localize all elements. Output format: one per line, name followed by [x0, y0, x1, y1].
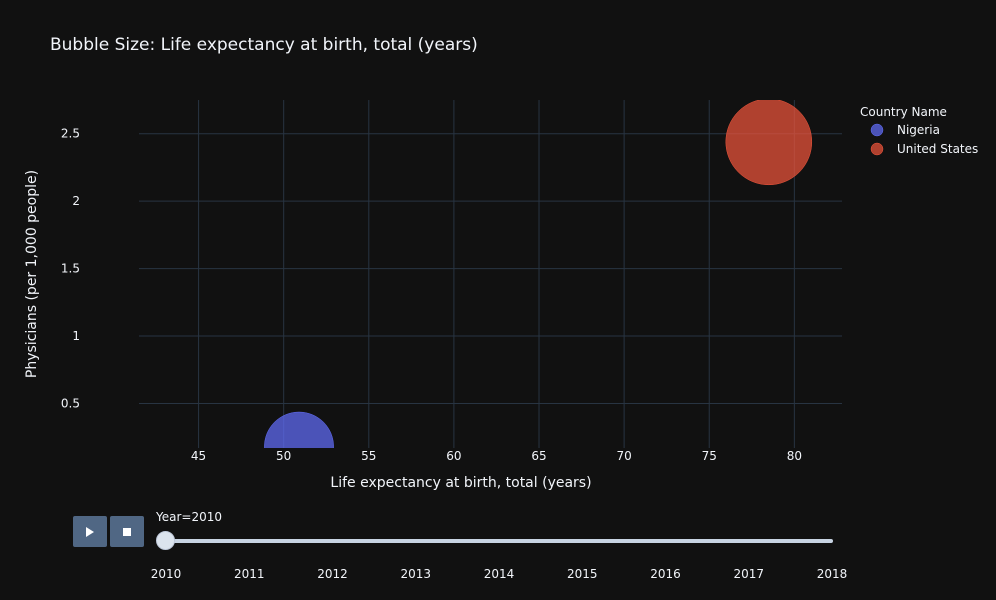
y-tick-label: 2 — [72, 194, 80, 208]
play-button[interactable] — [73, 516, 107, 547]
bubble-united-states[interactable] — [725, 99, 813, 186]
x-tick-label: 65 — [531, 449, 546, 463]
slider-step-label[interactable]: 2012 — [317, 567, 348, 581]
slider-step-label[interactable]: 2013 — [400, 567, 432, 581]
y-tick-label: 1 — [72, 329, 80, 343]
chart-title: Bubble Size: Life expectancy at birth, t… — [50, 35, 478, 55]
y-tick-label: 0.5 — [61, 396, 80, 410]
bubble-nigeria[interactable] — [264, 411, 334, 481]
legend-marker — [870, 142, 884, 156]
x-tick-label: 60 — [446, 449, 461, 463]
x-tick-label: 45 — [191, 449, 206, 463]
data-markers — [264, 99, 813, 481]
x-tick-label: 50 — [276, 449, 291, 463]
x-tick-label: 75 — [702, 449, 717, 463]
stop-icon — [123, 527, 131, 536]
y-tick-label: 2.5 — [61, 127, 80, 141]
axis-ticks: 45 50 55 60 65 70 75 80 0.5 1 1.5 2 2.5 — [61, 127, 802, 463]
stop-button[interactable] — [110, 516, 144, 547]
x-tick-label: 80 — [787, 449, 802, 463]
grid — [139, 100, 842, 448]
legend: Country Name Nigeria United States — [860, 105, 978, 156]
slider-step-label[interactable]: 2017 — [733, 567, 765, 581]
legend-item-label[interactable]: Nigeria — [897, 123, 940, 137]
x-tick-label: 70 — [616, 449, 631, 463]
y-tick-label: 1.5 — [61, 262, 80, 276]
play-icon — [86, 526, 94, 537]
legend-item-label[interactable]: United States — [897, 142, 978, 156]
slider-current-value: Year=2010 — [156, 510, 222, 524]
slider-step-label[interactable]: 2010 — [150, 567, 182, 581]
slider-step-label[interactable]: 2018 — [816, 567, 848, 581]
x-tick-label: 55 — [361, 449, 376, 463]
slider-step-label[interactable]: 2011 — [233, 567, 265, 581]
slider-step-label[interactable]: 2015 — [566, 567, 598, 581]
slider-step-label[interactable]: 2016 — [650, 567, 681, 581]
year-slider-track[interactable] — [160, 539, 833, 543]
x-axis-title: Life expectancy at birth, total (years) — [330, 475, 591, 491]
slider-step-label[interactable]: 2014 — [483, 567, 515, 581]
year-slider-handle[interactable] — [156, 531, 175, 550]
legend-title: Country Name — [860, 105, 947, 119]
legend-marker — [870, 123, 884, 137]
y-axis-title: Physicians (per 1,000 people) — [24, 170, 40, 378]
